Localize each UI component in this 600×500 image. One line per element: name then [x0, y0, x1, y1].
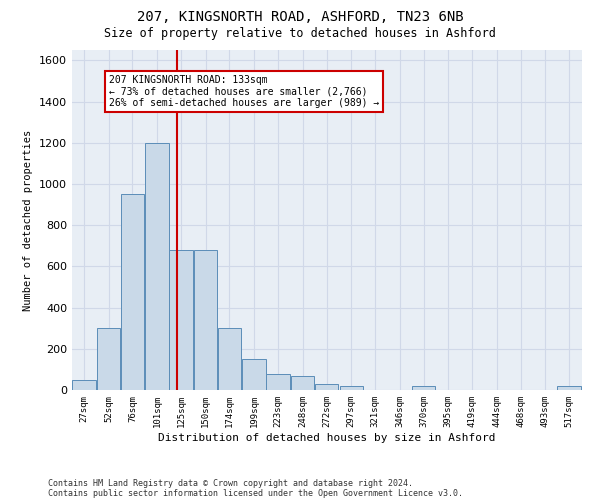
Bar	[121, 194, 144, 390]
Bar	[315, 384, 338, 390]
Bar	[412, 386, 435, 390]
X-axis label: Distribution of detached houses by size in Ashford: Distribution of detached houses by size …	[158, 432, 496, 442]
Text: 207 KINGSNORTH ROAD: 133sqm
← 73% of detached houses are smaller (2,766)
26% of : 207 KINGSNORTH ROAD: 133sqm ← 73% of det…	[109, 74, 379, 108]
Bar	[145, 142, 169, 390]
Bar	[72, 380, 95, 390]
Bar	[97, 328, 121, 390]
Text: Size of property relative to detached houses in Ashford: Size of property relative to detached ho…	[104, 28, 496, 40]
Text: 207, KINGSNORTH ROAD, ASHFORD, TN23 6NB: 207, KINGSNORTH ROAD, ASHFORD, TN23 6NB	[137, 10, 463, 24]
Bar	[242, 359, 266, 390]
Bar	[266, 374, 290, 390]
Bar	[291, 376, 314, 390]
Text: Contains public sector information licensed under the Open Government Licence v3: Contains public sector information licen…	[48, 488, 463, 498]
Bar	[194, 250, 217, 390]
Bar	[557, 386, 581, 390]
Bar	[340, 386, 363, 390]
Y-axis label: Number of detached properties: Number of detached properties	[23, 130, 34, 310]
Text: Contains HM Land Registry data © Crown copyright and database right 2024.: Contains HM Land Registry data © Crown c…	[48, 478, 413, 488]
Bar	[169, 250, 193, 390]
Bar	[218, 328, 241, 390]
